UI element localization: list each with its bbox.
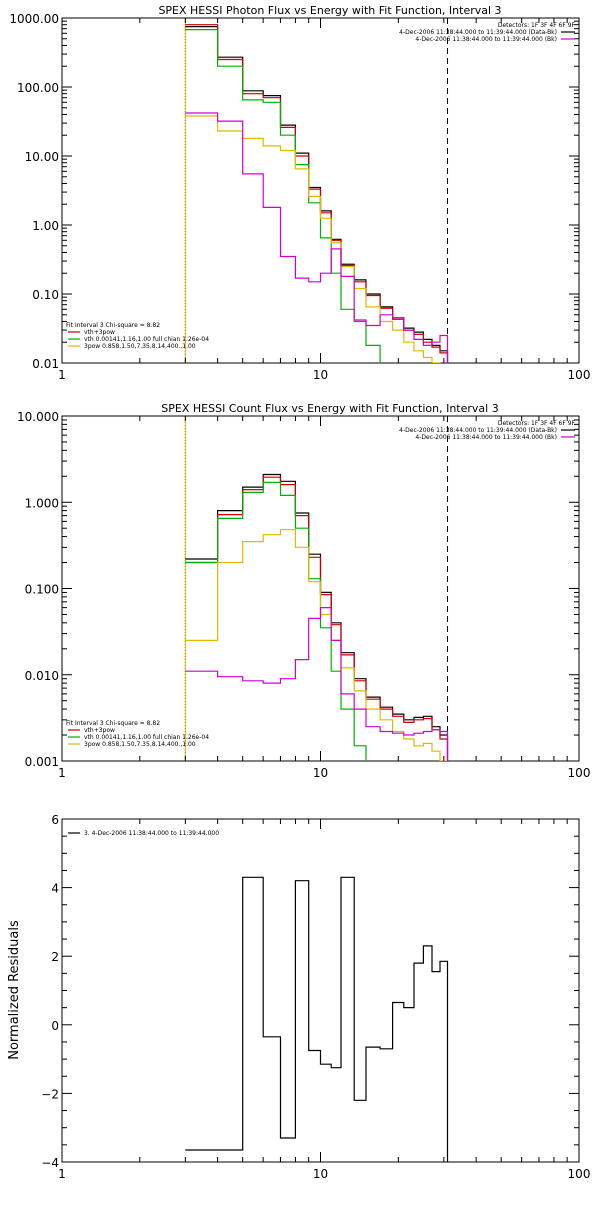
photon-x-tick-label: 1 (58, 368, 66, 382)
residual-x-tick-label: 10 (313, 1167, 328, 1181)
photon-flux-title: SPEX HESSI Photon Flux vs Energy with Fi… (158, 4, 501, 17)
photon-series-line-2 (185, 29, 449, 363)
residual-y-tick-label: −4 (41, 1156, 59, 1170)
count-y-tick-label: 1.000 (25, 496, 59, 510)
photon-legend-right-text: 4-Dec-2006 11:38:44.000 to 11:39:44.000 … (415, 36, 557, 43)
photon-y-tick-label: 1000.00 (9, 12, 59, 26)
count-legend-right-text: Detectors: 1F 3F 4F 6F 9F (498, 420, 576, 427)
photon-y-tick-label: 1.00 (32, 219, 59, 233)
count-legend-right-text: 4-Dec-2006 11:38:44.000 to 11:39:44.000 … (415, 434, 557, 441)
photon-series-line-1 (185, 24, 449, 363)
residuals-y-axis-label: Normalized Residuals (7, 920, 22, 1060)
count-x-tick-label: 100 (568, 766, 591, 780)
residual-legend-left-text: 3. 4-Dec-2006 11:38:44.000 to 11:39:44.0… (84, 830, 219, 837)
count-legend-left-text: vth+3pow (84, 727, 115, 734)
count-legend-right-text: 4-Dec-2006 11:38:44.000 to 11:39:44.000 … (399, 427, 557, 434)
count-x-tick-label: 10 (313, 766, 328, 780)
count-legend-left-text: Fit Interval 3 Chi-square = 8.82 (66, 720, 160, 727)
photon-legend-right-text: 4-Dec-2006 11:38:44.000 to 11:39:44.000 … (399, 29, 557, 36)
count-legend-left-text: 3pow 0.858,1.50,7.35,8.14,400.,1.00 (84, 741, 196, 748)
photon-series-line-3 (185, 115, 449, 363)
count-y-tick-label: 0.001 (25, 755, 59, 769)
photon-legend-left-text: 3pow 0.858,1.50,7.35,8.14,400.,1.00 (84, 343, 196, 350)
photon-legend-left-text: Fit Interval 3 Chi-square = 8.82 (66, 322, 160, 329)
count-y-tick-label: 0.100 (25, 583, 59, 597)
count-flux-title: SPEX HESSI Count Flux vs Energy with Fit… (161, 402, 498, 415)
photon-legend-left-text: vth 0.00141,1.16,1.00 full chian 1.26e-0… (84, 336, 209, 343)
residual-y-tick-label: 6 (51, 813, 59, 827)
count-series-line-4 (185, 607, 449, 761)
residual-x-tick-label: 1 (58, 1167, 66, 1181)
photon-y-tick-label: 0.10 (32, 288, 59, 302)
photon-y-tick-label: 10.00 (25, 150, 59, 164)
residual-series-line-0 (185, 876, 449, 1162)
count-y-tick-label: 10.000 (17, 410, 59, 424)
count-flux-panel: SPEX HESSI Count Flux vs Energy with Fit… (17, 402, 591, 780)
photon-x-tick-label: 100 (568, 368, 591, 382)
count-series-line-2 (185, 481, 449, 761)
photon-series-line-0 (185, 26, 449, 363)
residuals-panel: Normalized Residuals 6 4 2 0 −2 −4 1 10 100 3. … (7, 813, 590, 1181)
photon-y-tick-label: 0.01 (32, 357, 59, 371)
residual-y-tick-label: 2 (51, 950, 59, 964)
count-x-tick-label: 1 (58, 766, 66, 780)
residual-y-tick-label: 4 (51, 882, 59, 896)
photon-series-line-4 (185, 112, 449, 363)
photon-legend-left-text: vth+3pow (84, 329, 115, 336)
count-y-tick-label: 0.010 (25, 669, 59, 683)
residual-y-tick-label: −2 (41, 1087, 59, 1101)
count-legend-left-text: vth 0.00141,1.16,1.00 full chian 1.26e-0… (84, 734, 209, 741)
residual-x-tick-label: 100 (568, 1167, 591, 1181)
photon-flux-panel: SPEX HESSI Photon Flux vs Energy with Fi… (9, 4, 591, 382)
residuals-plot-frame (61, 818, 580, 1163)
photon-legend-right-text: Detectors: 1F 3F 4F 6F 9F (498, 22, 576, 29)
photon-x-tick-label: 10 (313, 368, 328, 382)
residual-y-tick-label: 0 (51, 1019, 59, 1033)
count-series-line-3 (185, 529, 448, 761)
count-series-line-1 (185, 476, 449, 761)
photon-y-tick-label: 100.00 (17, 81, 59, 95)
count-series-line-0 (185, 473, 449, 761)
